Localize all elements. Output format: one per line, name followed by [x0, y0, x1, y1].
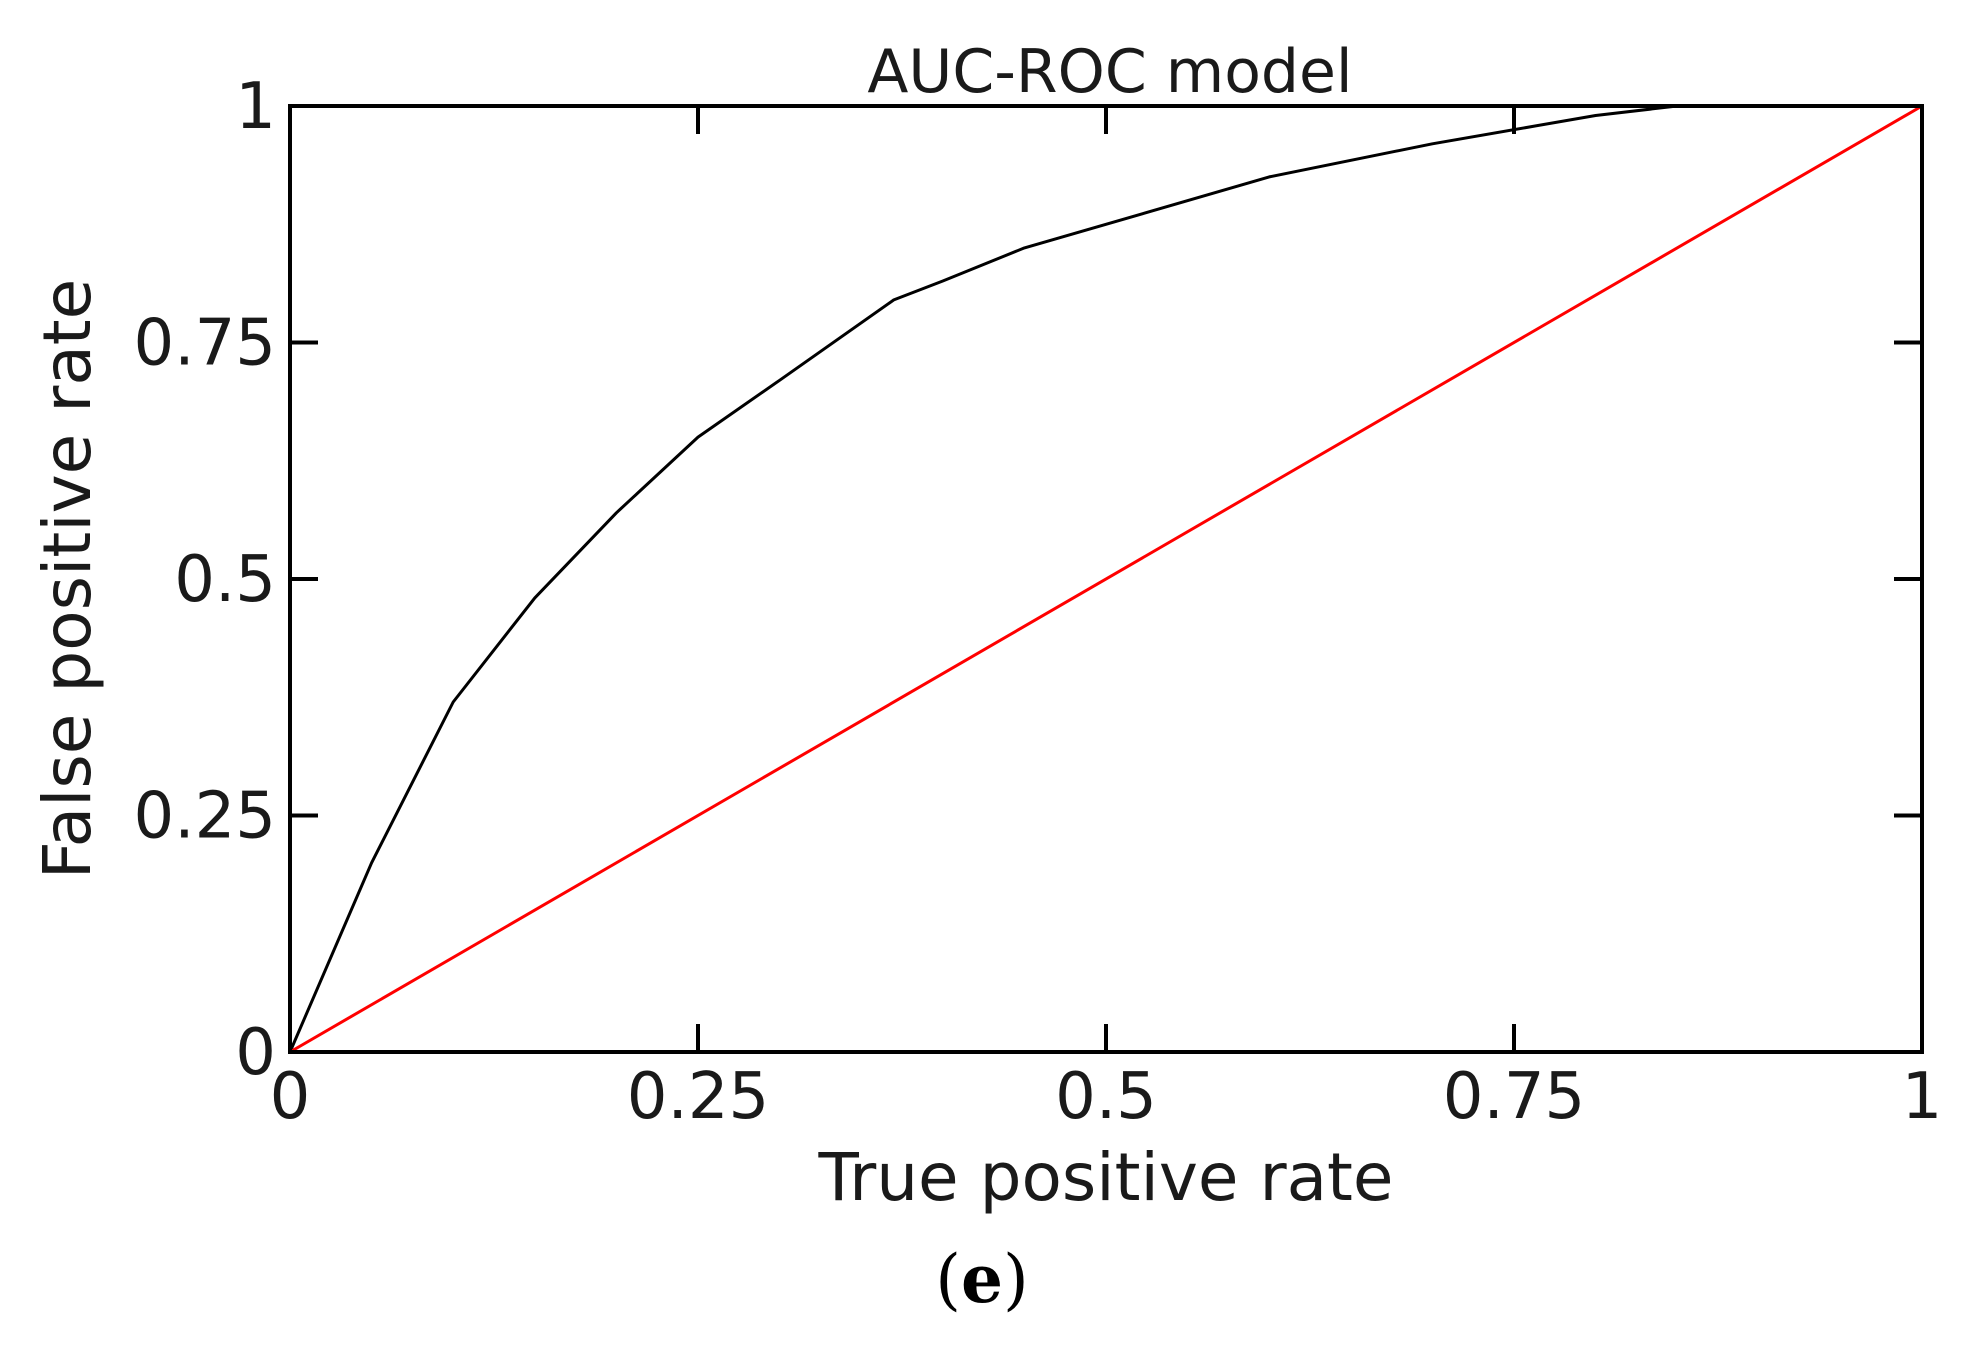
x-tick-label: 0.5 [1055, 1060, 1157, 1134]
x-tick-label: 0 [270, 1060, 311, 1134]
x-tick-label: 0.75 [1443, 1060, 1586, 1134]
roc-chart: AUC-ROC model 0 0.25 0.5 0.75 1 0 0.25 0.5 0.75 1… [29, 37, 1943, 1216]
panel-label: (e) [0, 1240, 1964, 1318]
y-tick-label: 0.25 [134, 780, 277, 854]
x-tick-label: 0.25 [627, 1060, 770, 1134]
diagonal-reference-line [289, 104, 1923, 1054]
panel-label-letter: e [961, 1240, 1003, 1318]
y-tick-label: 0 [235, 1016, 276, 1090]
panel-label-open: ( [935, 1241, 961, 1318]
tick-layer: 0 0.25 0.5 0.75 1 0 0.25 0.5 0.75 1 [134, 70, 1943, 1134]
y-tick-label: 1 [235, 70, 276, 144]
x-axis-title: True positive rate [817, 1139, 1393, 1216]
chart-title: AUC-ROC model [867, 37, 1352, 107]
y-tick-label: 0.75 [134, 307, 277, 381]
y-tick-label: 0.5 [174, 543, 276, 617]
series-layer [288, 104, 1923, 1054]
x-tick-label: 1 [1902, 1060, 1943, 1134]
panel-label-close: ) [1003, 1241, 1029, 1318]
y-axis-title: False positive rate [29, 279, 106, 880]
